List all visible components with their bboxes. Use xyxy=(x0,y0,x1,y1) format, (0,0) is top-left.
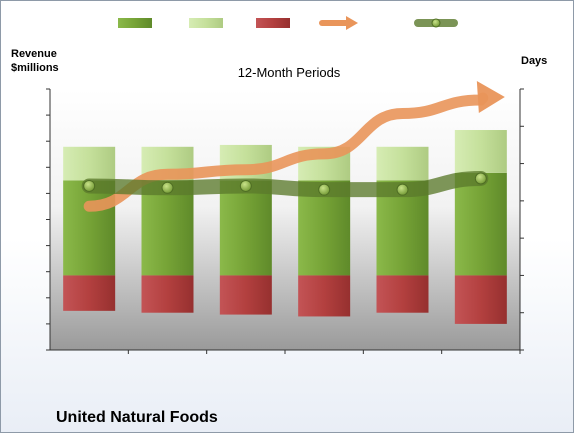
bar-dpo-5 xyxy=(454,275,507,324)
ccc-point-2 xyxy=(239,179,252,192)
left-axis-label-line1: Revenue xyxy=(11,48,57,60)
bar-dio-1 xyxy=(141,180,194,276)
legend-swatch-dio xyxy=(118,18,152,28)
bar-dso-0 xyxy=(63,146,116,181)
revenue-arrowhead xyxy=(476,80,505,113)
revenue-line xyxy=(83,92,489,212)
ccc-point-3 xyxy=(318,183,331,196)
legend-swatch-dpo xyxy=(256,18,290,28)
legend-swatch-ccc-dot xyxy=(431,18,441,28)
bar-dso-4 xyxy=(376,146,429,181)
bar-dpo-3 xyxy=(298,275,351,317)
bar-dio-5 xyxy=(454,172,507,276)
legend-swatch-dso xyxy=(189,18,223,28)
bar-dio-0 xyxy=(63,180,116,276)
ccc-point-1 xyxy=(161,181,174,194)
plot-area xyxy=(50,89,520,350)
company-name: United Natural Foods xyxy=(56,409,218,426)
bar-dso-5 xyxy=(454,130,507,173)
left-axis-label-line2: $millions xyxy=(11,62,59,74)
right-axis-label: Days xyxy=(521,55,547,67)
ccc-point-0 xyxy=(83,179,96,192)
chart-title: 12-Month Periods xyxy=(238,65,341,80)
bar-dpo-0 xyxy=(63,275,116,311)
ccc-point-5 xyxy=(474,172,487,185)
ccc-point-4 xyxy=(396,183,409,196)
bar-dpo-1 xyxy=(141,275,194,313)
bar-dpo-4 xyxy=(376,275,429,313)
legend-swatch-revenue-head xyxy=(346,16,358,30)
bar-dpo-2 xyxy=(219,275,272,315)
bar-dio-2 xyxy=(219,180,272,276)
